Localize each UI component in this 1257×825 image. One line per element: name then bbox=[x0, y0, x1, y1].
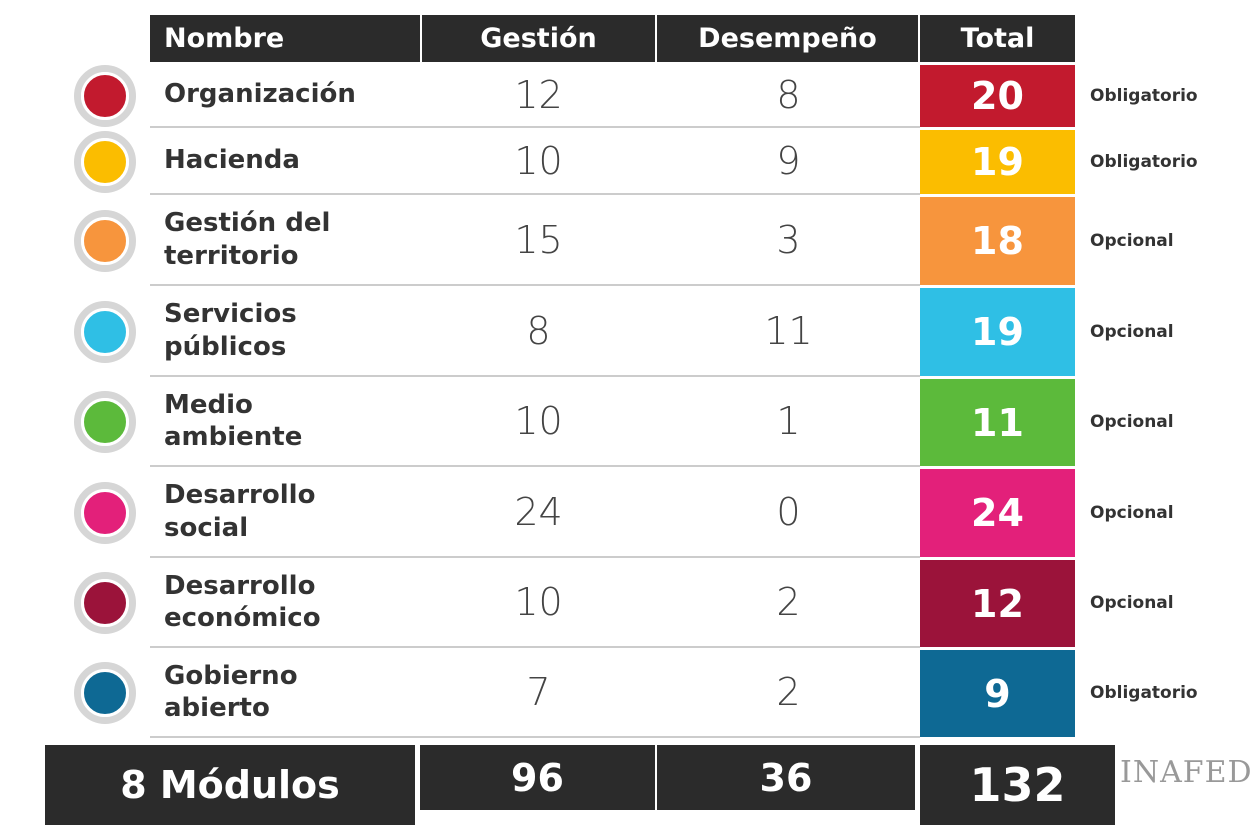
row-name: Desarrollo social bbox=[150, 467, 420, 558]
row-name: Gobierno abierto bbox=[150, 648, 420, 738]
row-status: Obligatorio bbox=[1090, 151, 1198, 172]
row-desempeno: 2 bbox=[657, 648, 920, 738]
row-desempeno: 9 bbox=[657, 128, 920, 195]
row-icon bbox=[74, 130, 136, 193]
row-icon bbox=[74, 300, 136, 363]
row-total: 18 bbox=[920, 197, 1075, 285]
row-name: Gestión del territorio bbox=[150, 195, 420, 286]
footer-gestion: 96 bbox=[420, 745, 655, 810]
row-desempeno: 1 bbox=[657, 377, 920, 467]
col-header: Total bbox=[920, 15, 1075, 62]
row-gestion: 8 bbox=[420, 286, 657, 377]
row-name: Medio ambiente bbox=[150, 377, 420, 467]
row-gestion: 10 bbox=[420, 558, 657, 648]
row-gestion: 10 bbox=[420, 128, 657, 195]
row-total: 12 bbox=[920, 560, 1075, 647]
col-header: Desempeño bbox=[657, 15, 918, 62]
row-status: Opcional bbox=[1090, 412, 1174, 432]
logo: INAFED bbox=[1120, 755, 1253, 790]
row-total: 11 bbox=[920, 379, 1075, 466]
row-name: Desarrollo económico bbox=[150, 558, 420, 648]
row-icon bbox=[74, 662, 136, 724]
row-gestion: 12 bbox=[420, 63, 657, 128]
row-icon bbox=[74, 481, 136, 544]
row-desempeno: 0 bbox=[657, 467, 920, 558]
row-icon bbox=[74, 572, 136, 634]
row-gestion: 10 bbox=[420, 377, 657, 467]
row-status: Obligatorio bbox=[1090, 683, 1198, 703]
row-total: 20 bbox=[920, 65, 1075, 127]
row-status: Opcional bbox=[1090, 321, 1174, 342]
row-total: 9 bbox=[920, 650, 1075, 737]
row-status: Obligatorio bbox=[1090, 85, 1198, 106]
row-desempeno: 11 bbox=[657, 286, 920, 377]
row-name: Servicios públicos bbox=[150, 286, 420, 377]
row-status: Opcional bbox=[1090, 230, 1174, 251]
footer-desempeno: 36 bbox=[657, 745, 915, 810]
row-gestion: 7 bbox=[420, 648, 657, 738]
col-header: Nombre bbox=[150, 15, 420, 62]
row-total: 24 bbox=[920, 469, 1075, 557]
row-gestion: 24 bbox=[420, 467, 657, 558]
row-status: Opcional bbox=[1090, 502, 1174, 523]
row-desempeno: 3 bbox=[657, 195, 920, 286]
col-header: Gestión bbox=[422, 15, 655, 62]
row-gestion: 15 bbox=[420, 195, 657, 286]
row-name: Organización bbox=[150, 63, 420, 128]
footer-label: 8 Módulos bbox=[45, 745, 415, 825]
row-total: 19 bbox=[920, 288, 1075, 376]
row-total: 19 bbox=[920, 130, 1075, 194]
row-name: Hacienda bbox=[150, 128, 420, 195]
row-icon bbox=[74, 209, 136, 272]
row-icon bbox=[74, 391, 136, 453]
row-status: Opcional bbox=[1090, 593, 1174, 613]
row-icon bbox=[74, 64, 136, 127]
row-desempeno: 8 bbox=[657, 63, 920, 128]
row-desempeno: 2 bbox=[657, 558, 920, 648]
footer-total: 132 bbox=[920, 745, 1115, 825]
